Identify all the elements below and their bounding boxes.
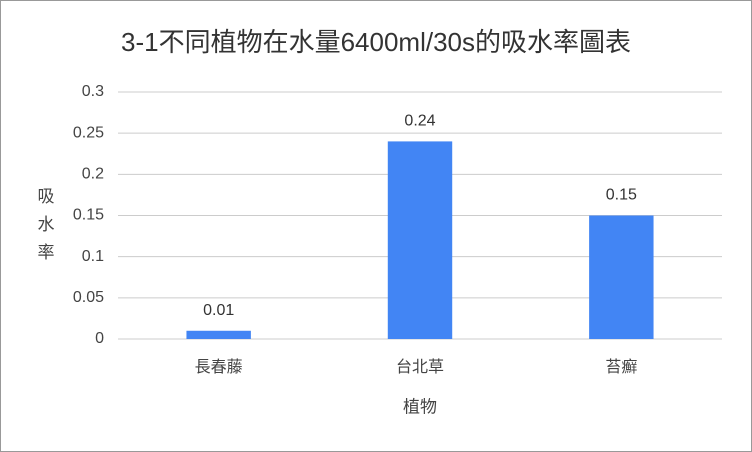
y-axis-label: 吸水率	[35, 187, 55, 271]
x-tick-label: 長春藤	[195, 358, 243, 376]
x-tick-label: 苔癬	[605, 358, 637, 376]
bar	[186, 330, 251, 339]
y-tick-label: 0.2	[82, 166, 104, 183]
x-tick-label: 台北草	[396, 358, 444, 376]
y-tick-label: 0.3	[82, 83, 104, 100]
y-tick-label: 0.05	[73, 289, 104, 306]
data-label: 0.01	[203, 302, 234, 319]
data-label: 0.15	[606, 187, 637, 204]
bar	[589, 215, 654, 339]
data-label: 0.24	[404, 113, 435, 130]
chart-title: 3-1不同植物在水量6400ml/30s的吸水率圖表	[121, 27, 631, 57]
y-tick-label: 0.15	[73, 207, 104, 224]
x-axis-label: 植物	[403, 397, 437, 416]
y-tick-label: 0.1	[82, 248, 104, 265]
bar	[387, 141, 453, 339]
y-tick-label: 0	[95, 330, 104, 347]
y-tick-label: 0.25	[73, 124, 104, 141]
